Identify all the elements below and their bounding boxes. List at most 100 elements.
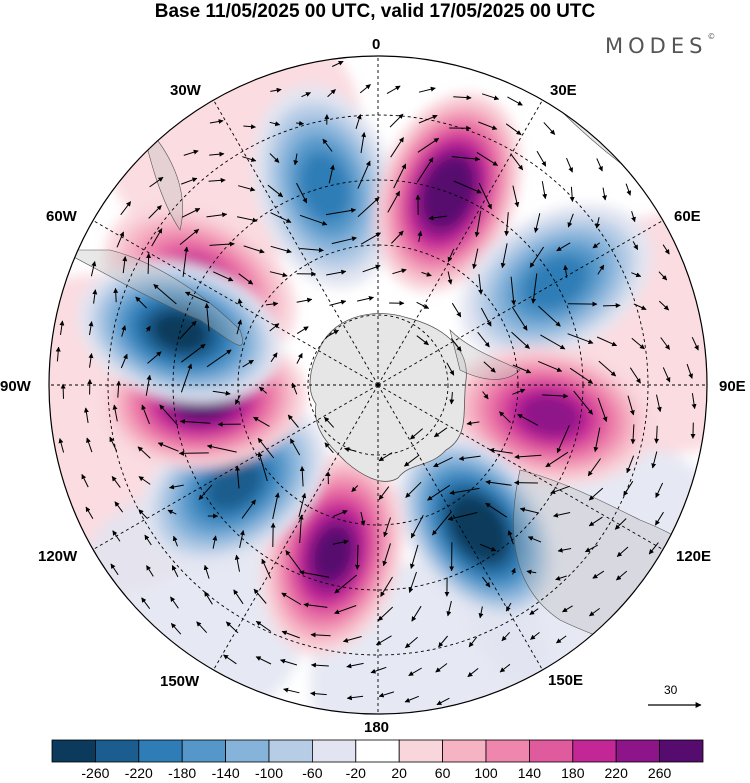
wind-arrow xyxy=(478,121,498,130)
wind-arrow xyxy=(298,514,304,544)
wind-arrow xyxy=(450,338,462,352)
wind-arrow xyxy=(662,367,671,383)
wind-arrow xyxy=(512,388,526,395)
wind-arrow xyxy=(333,510,348,517)
wind-arrow xyxy=(630,424,636,445)
wind-arrow xyxy=(489,447,513,454)
wind-arrow xyxy=(270,352,278,363)
wind-arrow xyxy=(392,268,407,275)
wind-arrow xyxy=(556,425,570,454)
wind-arrow xyxy=(375,635,392,646)
wind-arrow xyxy=(542,393,569,399)
wind-arrow xyxy=(322,138,333,152)
wind-arrow xyxy=(60,383,66,399)
wind-arrow xyxy=(148,205,162,219)
wind-arrow xyxy=(359,84,371,94)
wind-arrow xyxy=(180,363,193,393)
wind-arrow xyxy=(623,480,634,497)
wind-arrow xyxy=(588,487,604,501)
wind-arrow xyxy=(296,297,313,303)
wind-arrow xyxy=(346,695,364,701)
wind-arrow xyxy=(300,247,324,253)
wind-arrow xyxy=(270,87,282,93)
wind-arrow xyxy=(449,392,455,405)
wind-arrow xyxy=(562,605,573,613)
wind-arrow xyxy=(451,156,481,162)
wind-arrow xyxy=(86,437,93,453)
wind-arrow xyxy=(55,346,61,362)
wind-arrow xyxy=(291,382,298,395)
wind-arrow xyxy=(179,419,211,424)
wind-arrow xyxy=(447,512,478,521)
wind-arrow xyxy=(334,605,357,615)
wind-arrow xyxy=(387,190,401,213)
wind-arrow xyxy=(287,414,299,428)
wind-vectors xyxy=(55,60,699,706)
wind-arrow xyxy=(114,501,124,513)
wind-arrow xyxy=(405,636,418,649)
wind-arrow xyxy=(239,530,245,549)
wind-arrow xyxy=(206,212,228,218)
wind-arrow xyxy=(421,271,432,277)
wind-arrow xyxy=(253,588,267,604)
wind-arrow xyxy=(595,217,601,229)
wind-arrow xyxy=(243,124,256,130)
wind-arrow xyxy=(480,307,492,327)
wind-arrow xyxy=(298,492,307,518)
antarctica-shape xyxy=(309,313,467,482)
wind-arrow xyxy=(237,298,243,306)
wind-arrow xyxy=(331,236,357,245)
colorbar-swatch xyxy=(398,739,444,763)
wind-arrow xyxy=(427,484,451,501)
wind-arrow xyxy=(328,164,335,184)
wind-arrow xyxy=(453,95,472,101)
wind-arrow xyxy=(147,351,162,364)
wind-arrow xyxy=(478,274,484,295)
wind-arrow xyxy=(588,607,600,617)
wind-arrow xyxy=(418,114,438,124)
wind-arrow xyxy=(370,666,387,674)
wind-arrow xyxy=(325,329,339,338)
wind-arrow xyxy=(269,121,281,127)
lon-label-150w: 150W xyxy=(160,673,200,690)
wind-arrow xyxy=(354,544,360,570)
wind-arrow xyxy=(438,635,448,648)
colorbar-swatch xyxy=(615,739,661,763)
wind-arrow xyxy=(433,427,448,438)
wind-arrow xyxy=(409,544,419,569)
wind-arrow xyxy=(563,264,569,279)
colorbar-swatch xyxy=(311,739,357,763)
wind-arrow xyxy=(141,597,151,609)
wind-arrow xyxy=(481,576,491,588)
wind-arrow xyxy=(499,411,511,423)
wind-arrow xyxy=(616,546,629,557)
colorbar-swatch xyxy=(181,739,226,763)
wind-arrow xyxy=(280,658,298,666)
wind-arrow xyxy=(383,517,391,538)
wind-arrow xyxy=(360,232,381,245)
wind-arrow xyxy=(633,303,647,310)
wind-arrow xyxy=(377,606,394,621)
wind-arrow xyxy=(507,96,523,106)
lon-label-0: 0 xyxy=(372,36,381,53)
wind-arrow xyxy=(505,123,522,136)
wind-arrow xyxy=(270,212,292,223)
wind-arrow xyxy=(510,153,524,171)
wind-arrow xyxy=(182,246,189,277)
wind-arrow xyxy=(573,390,593,415)
wind-arrow xyxy=(380,576,393,597)
lon-label-30w: 30W xyxy=(170,82,201,99)
wind-arrow xyxy=(556,242,571,252)
wind-arrow xyxy=(206,444,237,453)
colorbar-swatch xyxy=(138,739,183,763)
wind-arrow xyxy=(234,394,241,405)
wind-arrow xyxy=(159,404,178,426)
wind-arrow xyxy=(238,185,256,192)
wind-arrow xyxy=(310,632,331,638)
anomaly-center xyxy=(397,435,560,622)
wind-arrow xyxy=(541,181,548,200)
wind-arrow xyxy=(310,691,327,697)
wind-arrow xyxy=(514,454,542,460)
anomaly-center xyxy=(375,92,522,292)
wind-arrow xyxy=(632,241,639,251)
